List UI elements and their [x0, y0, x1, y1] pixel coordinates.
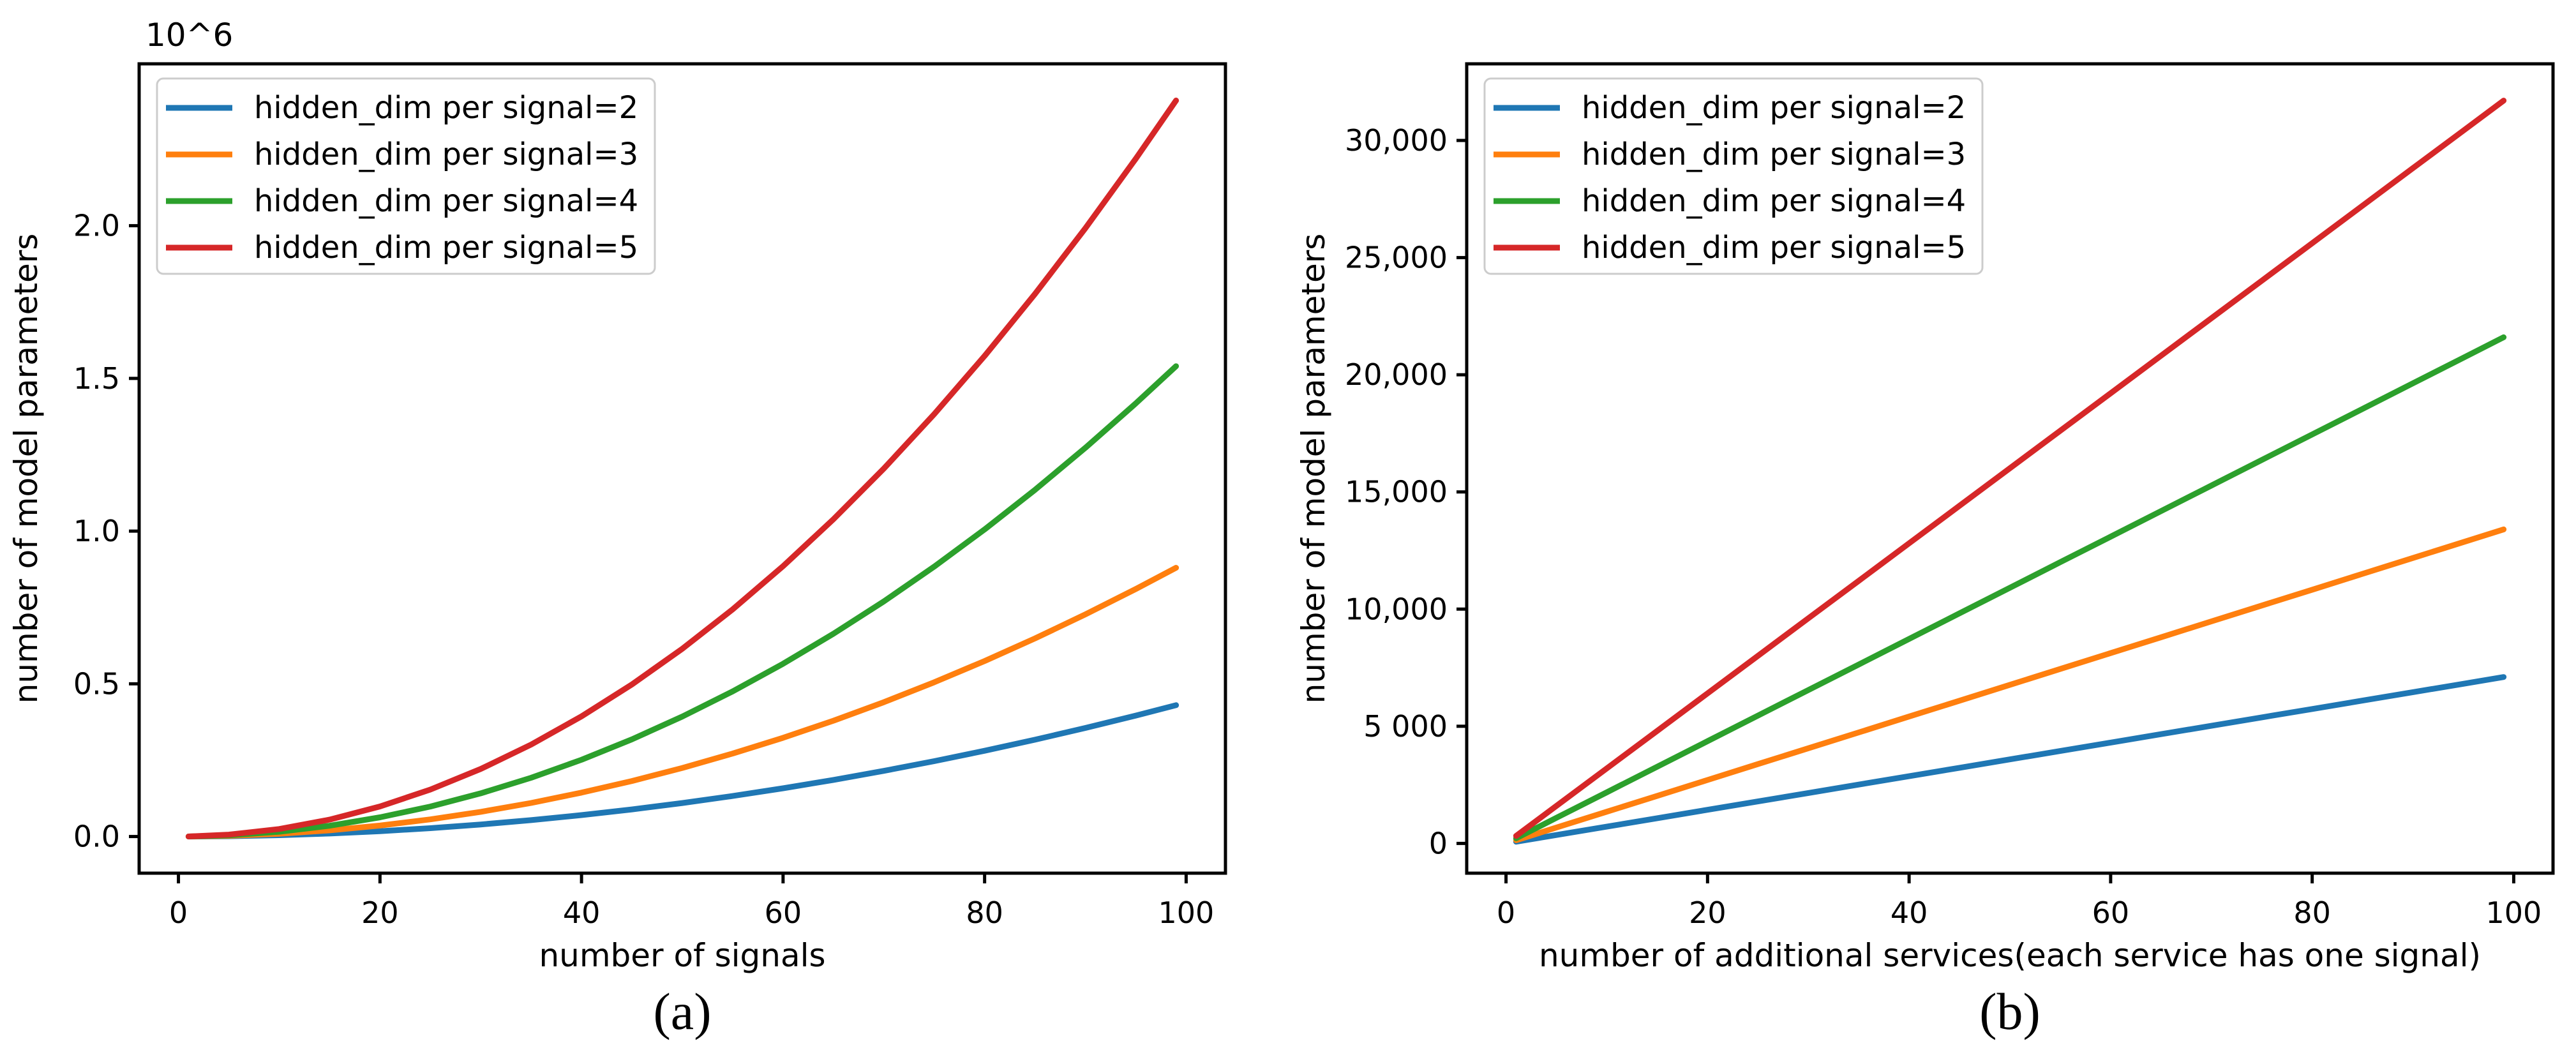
- legend-label-hidden-dim-per-signal-2: hidden_dim per signal=2: [254, 90, 638, 126]
- x-tick-label: 40: [563, 896, 601, 930]
- legend-label-hidden-dim-per-signal-4: hidden_dim per signal=4: [1582, 183, 1966, 219]
- legend-label-hidden-dim-per-signal-5: hidden_dim per signal=5: [1582, 230, 1966, 266]
- series-line-hidden-dim-per-signal-4: [185, 363, 1179, 839]
- y-axis-label-a: number of model parameters: [8, 234, 45, 704]
- legend-box: [1483, 77, 1984, 275]
- y-tick-label: 2.0: [73, 209, 120, 243]
- x-tick-label: 0: [169, 896, 188, 930]
- y-tick-label: 0.5: [73, 666, 120, 701]
- axes-spines-a: [137, 62, 1227, 875]
- legend-label-hidden-dim-per-signal-3: hidden_dim per signal=3: [254, 137, 638, 172]
- x-axis-label-a: number of signals: [539, 937, 825, 974]
- x-tick-label: 40: [1891, 896, 1928, 930]
- y-tick-label: 20,000: [1345, 357, 1448, 392]
- y-axis-offset-text: 10^6: [146, 17, 233, 54]
- caption-a: (a): [653, 982, 712, 1040]
- legend-b: hidden_dim per signal=2 hidden_dim per si…: [1483, 77, 1984, 275]
- legend-label-hidden-dim-per-signal-2: hidden_dim per signal=2: [1582, 90, 1966, 126]
- subplot-a: 0 20 40 60 80 100 0.0 0.5 1.0 1.5 2.0 number of sig…: [8, 17, 1227, 974]
- y-tick-label: 1.5: [73, 361, 120, 396]
- y-tick-label: 0.0: [73, 820, 120, 854]
- series-line-hidden-dim-per-signal-2: [1513, 674, 2507, 845]
- x-tick-label: 60: [2092, 896, 2130, 930]
- y-tick-label: 5 000: [1363, 709, 1448, 744]
- x-tick-label: 80: [966, 896, 1003, 930]
- x-tick-label: 100: [2486, 896, 2542, 930]
- x-tick-label: 20: [361, 896, 399, 930]
- legend-label-hidden-dim-per-signal-3: hidden_dim per signal=3: [1582, 137, 1966, 172]
- legend-box: [156, 77, 656, 275]
- subplot-b: 0 20 40 60 80 100 0 5 000 10,000 15,000 20,000 25,0…: [1295, 62, 2555, 974]
- x-axis-label-b: number of additional services(each servi…: [1539, 937, 2481, 974]
- series-line-hidden-dim-per-signal-2: [185, 702, 1179, 840]
- x-tick-label: 20: [1689, 896, 1726, 930]
- x-tick-label: 100: [1158, 896, 1215, 930]
- axes-spines-b: [1465, 62, 2555, 875]
- y-tick-label: 0: [1429, 826, 1448, 860]
- series-line-hidden-dim-per-signal-5: [185, 97, 1179, 839]
- y-tick-label: 25,000: [1345, 241, 1448, 275]
- series-line-hidden-dim-per-signal-3: [185, 565, 1179, 839]
- x-tick-label: 80: [2293, 896, 2331, 930]
- y-axis-label-b: number of model parameters: [1295, 234, 1332, 704]
- caption-b: (b): [1979, 982, 2041, 1040]
- y-tick-label: 10,000: [1345, 592, 1448, 626]
- legend-label-hidden-dim-per-signal-4: hidden_dim per signal=4: [254, 183, 638, 219]
- series-line-hidden-dim-per-signal-5: [1513, 98, 2507, 839]
- legend-label-hidden-dim-per-signal-5: hidden_dim per signal=5: [254, 230, 638, 266]
- x-tick-label: 0: [1497, 896, 1515, 930]
- y-tick-label: 15,000: [1345, 475, 1448, 509]
- x-tick-label: 60: [765, 896, 802, 930]
- y-tick-label: 1.0: [73, 514, 120, 548]
- legend-a: hidden_dim per signal=2 hidden_dim per si…: [156, 77, 656, 275]
- series-line-hidden-dim-per-signal-3: [1513, 526, 2507, 843]
- series-line-hidden-dim-per-signal-4: [1513, 334, 2507, 841]
- y-tick-label: 30,000: [1345, 123, 1448, 158]
